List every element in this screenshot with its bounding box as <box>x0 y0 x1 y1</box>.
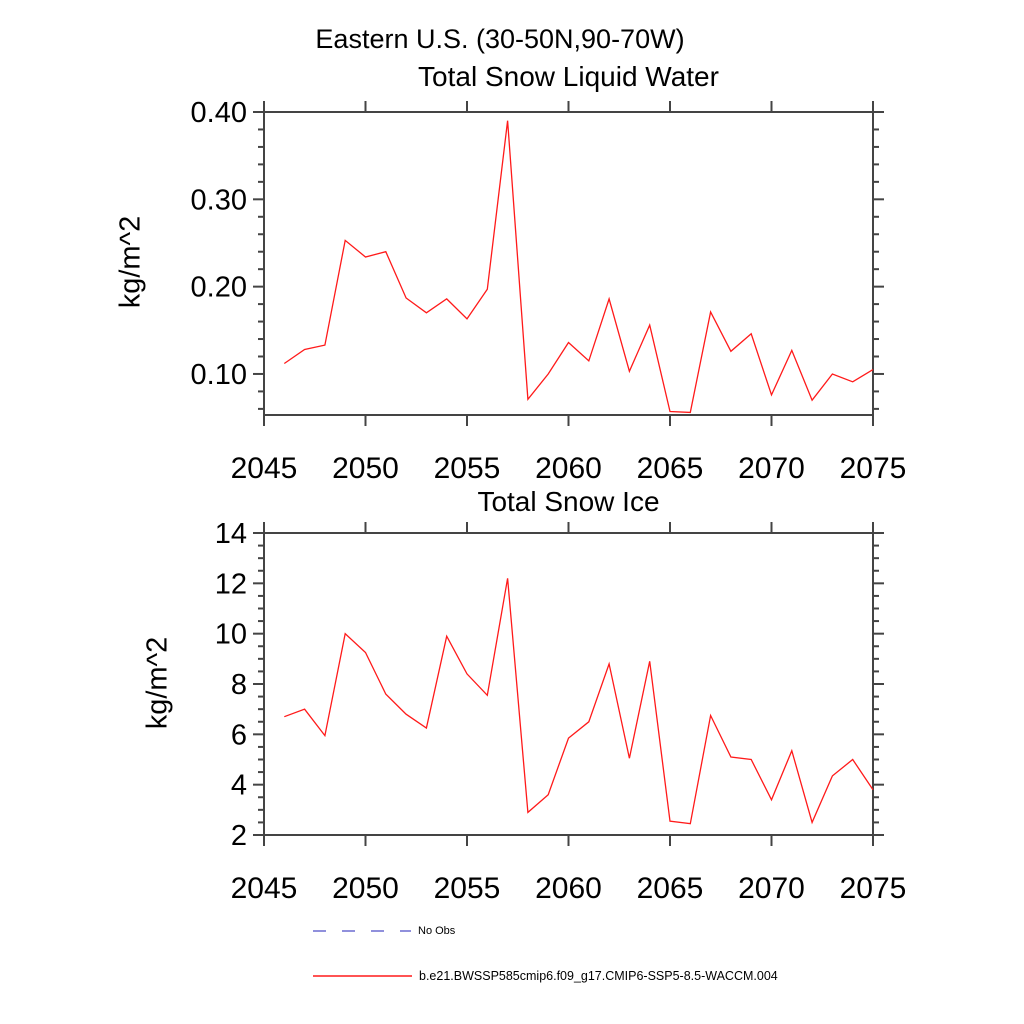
chart1-title: Total Snow Liquid Water <box>418 61 719 92</box>
x-tick-label: 2055 <box>434 452 501 485</box>
series-line <box>283 120 874 414</box>
y-tick-label: 8 <box>231 669 247 701</box>
y-tick-label: 10 <box>215 619 247 651</box>
x-tick-label: 2045 <box>231 452 298 485</box>
legend-label-model: b.e21.BWSSP585cmip6.f09_g17.CMIP6-SSP5-8… <box>419 969 778 983</box>
y-tick-label: 6 <box>231 719 247 751</box>
legend-label-no-obs: No Obs <box>418 925 456 937</box>
x-tick-label: 2055 <box>434 872 501 905</box>
y-tick-label: 12 <box>215 568 247 600</box>
legend-dashed-line-swatch <box>313 930 411 932</box>
x-tick-label: 2050 <box>332 872 399 905</box>
y-tick-label: 0.10 <box>191 359 247 391</box>
chart2-y-axis-label: kg/m^2 <box>141 636 174 730</box>
y-tick-label: 0.30 <box>191 184 247 216</box>
x-tick-label: 2050 <box>332 452 399 485</box>
x-tick-label: 2070 <box>738 452 805 485</box>
y-tick-label: 2 <box>231 820 247 852</box>
plot-frame <box>263 532 874 836</box>
chart1-y-axis-label: kg/m^2 <box>114 215 147 309</box>
x-tick-label: 2065 <box>637 452 704 485</box>
plot-frame <box>263 111 874 416</box>
x-tick-label: 2060 <box>535 872 602 905</box>
y-tick-label: 0.20 <box>191 272 247 304</box>
x-tick-label: 2060 <box>535 452 602 485</box>
chart2-title: Total Snow Ice <box>477 486 660 517</box>
x-tick-label: 2045 <box>231 872 298 905</box>
y-tick-label: 4 <box>231 770 247 802</box>
legend-item-model: b.e21.BWSSP585cmip6.f09_g17.CMIP6-SSP5-8… <box>312 969 778 983</box>
legend-solid-line-swatch <box>313 975 412 977</box>
figure-title: Eastern U.S. (30-50N,90-70W) <box>315 24 685 54</box>
x-tick-label: 2075 <box>840 452 907 485</box>
x-tick-label: 2075 <box>840 872 907 905</box>
y-tick-label: 14 <box>215 518 247 550</box>
series-line <box>284 578 874 825</box>
y-tick-label: 0.40 <box>191 97 247 129</box>
x-tick-label: 2065 <box>637 872 704 905</box>
legend-item-no-obs: No Obs <box>312 924 455 938</box>
x-tick-label: 2070 <box>738 872 805 905</box>
